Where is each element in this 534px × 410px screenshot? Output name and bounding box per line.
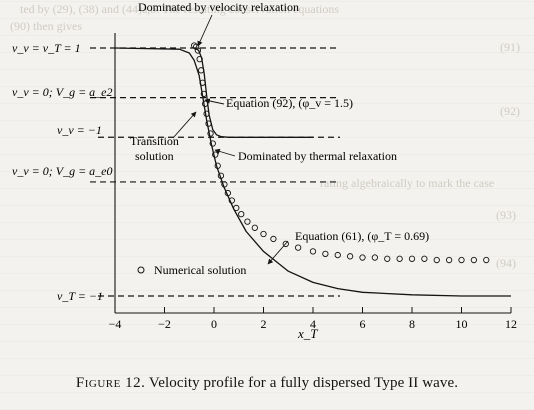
numerical-solution-point [445,256,453,264]
numerical-solution-point [384,255,391,262]
annotation-transition-solution: Transition solution [130,111,197,163]
x-tick-label: 6 [360,317,366,331]
numerical-solution-point [294,244,302,251]
numerical-solution-point [309,248,317,255]
x-tick-label: −2 [158,317,171,331]
numerical-solution-point [433,256,440,264]
legend-marker [137,266,145,274]
bleed-through-text: (91) [500,40,520,54]
numerical-solution-point [251,224,258,231]
svg-text:Dominated by thermal relaxatio: Dominated by thermal relaxation [238,149,397,163]
svg-text:Dominated by velocity relaxati: Dominated by velocity relaxation [138,0,299,14]
annotation-equation-92: Equation (92), (φ_v = 1.5) [204,96,353,110]
bleed-through-text: ted by (29), (38) and (44)a,b. The resul… [20,2,340,16]
annotation-thermal-relaxation: Dominated by thermal relaxation [214,148,397,163]
reference-levels [90,47,340,297]
numerical-solution-point [346,253,354,260]
x-tick-label: 4 [310,317,316,331]
numerical-solution-point [209,140,216,147]
svg-text:Equation (92), (φ_v = 1.5): Equation (92), (φ_v = 1.5) [226,96,353,110]
numerical-solution-point [214,162,221,169]
numerical-solution-point [408,255,416,262]
numerical-solution-point [371,254,379,261]
equation-61-curve [114,47,511,297]
numerical-solution-point [205,120,212,127]
numerical-solution-point [197,67,205,74]
x-tick-label: −4 [109,317,122,331]
numerical-solution-point [193,43,200,50]
numerical-solution-point [470,256,478,264]
y-level-label-5: v_T = −1 [57,289,103,303]
numerical-solution-point [228,197,235,204]
bleed-through-text: (94) [496,256,516,270]
numerical-solution-point [203,110,210,117]
y-level-label-3: v_v = −1 [57,123,102,137]
svg-text:Numerical solution: Numerical solution [154,263,246,277]
numerical-solution-point [270,235,277,243]
numerical-solution-point [334,251,341,259]
svg-text:solution: solution [135,149,174,163]
annotation-equation-61: Equation (61), (φ_T = 0.69) [267,229,429,265]
numerical-solution-point [201,100,209,107]
svg-text:Transition: Transition [130,134,179,148]
bleed-through-text: (93) [496,208,516,222]
figure-number: Figure 12. [75,375,146,391]
data-series [114,42,511,297]
numerical-solution-point [207,130,214,137]
x-tick-label: 2 [261,317,267,331]
x-axis-label: x_T [297,326,318,341]
equation-92-curve [195,47,313,138]
numerical-solution-point [458,256,465,264]
numerical-solution-point [199,79,206,86]
bleed-through-text: rating algebraically to mark the case [320,176,495,190]
numerical-solution-point [196,56,203,63]
numerical-solution-point [282,240,289,248]
numerical-solution-point [233,204,240,212]
y-level-label-2: v_v = 0; V_g = a_e2 [12,85,113,99]
x-tick-label: 12 [505,317,517,331]
x-tick-label: 10 [456,317,468,331]
numerical-solution-point [396,255,403,262]
numerical-solution-point [221,181,228,188]
x-ticks: −4 −2 0 2 4 6 8 10 12 [109,307,517,331]
legend-numerical-solution: Numerical solution [137,263,246,277]
numerical-solution-point [200,90,208,98]
figure-caption: Figure 12. Velocity profile for a fully … [0,375,534,392]
numerical-solution-point [421,255,428,262]
numerical-solution-point [483,256,490,264]
annotation-velocity-relaxation: Dominated by velocity relaxation [138,0,299,47]
numerical-solution-point [322,250,329,257]
numerical-solution-point [224,189,232,197]
bleed-through-text: (90) then gives [10,19,82,33]
numerical-solution-point [244,218,251,225]
numerical-solution-point [217,172,225,179]
x-tick-label: 8 [409,317,415,331]
svg-text:Equation (61), (φ_T = 0.69): Equation (61), (φ_T = 0.69) [295,229,429,243]
numerical-solution-point [238,211,245,218]
x-tick-label: 0 [211,317,217,331]
numerical-solution-point [194,47,202,54]
bleed-through-text: (92) [500,104,520,118]
y-level-label-4: v_v = 0; V_g = a_e0 [12,164,113,178]
numerical-solution-point [359,254,366,261]
caption-text: Velocity profile for a fully dispersed T… [148,375,459,391]
numerical-solution-point [260,230,267,238]
y-level-label-1: v_v = v_T = 1 [12,41,81,55]
